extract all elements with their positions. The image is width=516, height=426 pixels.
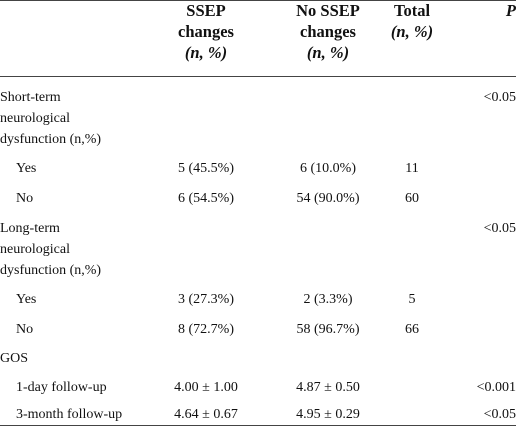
long-term-no-label: No xyxy=(16,322,34,337)
header-ssep-line3: (n, %) xyxy=(150,42,262,63)
header-ssep-line2: changes xyxy=(178,22,234,41)
short-term-yes-nossep: 6 (10.0%) xyxy=(300,161,356,176)
long-term-yes-total: 5 xyxy=(408,292,416,307)
gos-1day-p: <0.001 xyxy=(476,380,516,395)
header-nossep-line1: No SSEP xyxy=(296,1,360,20)
header-total: Total (n, %) xyxy=(382,0,442,42)
short-term-no-total: 60 xyxy=(405,191,419,206)
gos-3month-nossep: 4.95 ± 0.29 xyxy=(296,407,360,422)
long-term-title-line2: neurological xyxy=(0,242,70,257)
table-top-rule xyxy=(0,0,516,1)
short-term-title-line3: dysfunction (n,%) xyxy=(0,132,102,147)
long-term-title-line3: dysfunction (n,%) xyxy=(0,263,102,278)
long-term-title-line1: Long-term xyxy=(0,221,60,236)
gos-3month-label: 3-month follow-up xyxy=(16,407,123,422)
header-total-line2: (n, %) xyxy=(382,21,442,42)
long-term-p: <0.05 xyxy=(483,221,516,236)
short-term-no-ssep: 6 (54.5%) xyxy=(178,191,234,206)
header-nossep-line3: (n, %) xyxy=(268,42,388,63)
gos-1day-label: 1-day follow-up xyxy=(16,380,107,395)
long-term-yes-nossep: 2 (3.3%) xyxy=(303,292,353,307)
short-term-yes-label: Yes xyxy=(16,161,37,176)
gos-3month-p: <0.05 xyxy=(483,407,516,422)
long-term-no-nossep: 58 (96.7%) xyxy=(296,322,360,337)
header-nossep-line2: changes xyxy=(300,22,356,41)
short-term-yes-total: 11 xyxy=(405,161,419,176)
header-total-line1: Total xyxy=(393,1,431,20)
short-term-yes-ssep: 5 (45.5%) xyxy=(178,161,234,176)
long-term-yes-label: Yes xyxy=(16,292,37,307)
header-p-text: P xyxy=(505,1,516,20)
gos-3month-ssep: 4.64 ± 0.67 xyxy=(174,407,238,422)
header-ssep-line1: SSEP xyxy=(186,1,226,20)
long-term-no-total: 66 xyxy=(405,322,419,337)
header-nossep-line3-text: (n, %) xyxy=(306,43,350,62)
long-term-no-ssep: 8 (72.7%) xyxy=(178,322,234,337)
short-term-title-line2: neurological xyxy=(0,111,70,126)
short-term-p: <0.05 xyxy=(483,90,516,105)
short-term-title-line1: Short-term xyxy=(0,90,61,105)
gos-title: GOS xyxy=(0,351,29,366)
short-term-no-label: No xyxy=(16,191,34,206)
table-header-rule xyxy=(0,76,516,77)
header-total-line2-text: (n, %) xyxy=(390,22,434,41)
header-p: P xyxy=(446,0,516,21)
header-no-ssep-changes: No SSEP changes (n, %) xyxy=(268,0,388,63)
gos-1day-nossep: 4.87 ± 0.50 xyxy=(296,380,360,395)
header-ssep-line3-text: (n, %) xyxy=(184,43,228,62)
gos-1day-ssep: 4.00 ± 1.00 xyxy=(174,380,238,395)
long-term-yes-ssep: 3 (27.3%) xyxy=(178,292,234,307)
header-ssep-changes: SSEP changes (n, %) xyxy=(150,0,262,63)
short-term-no-nossep: 54 (90.0%) xyxy=(296,191,360,206)
